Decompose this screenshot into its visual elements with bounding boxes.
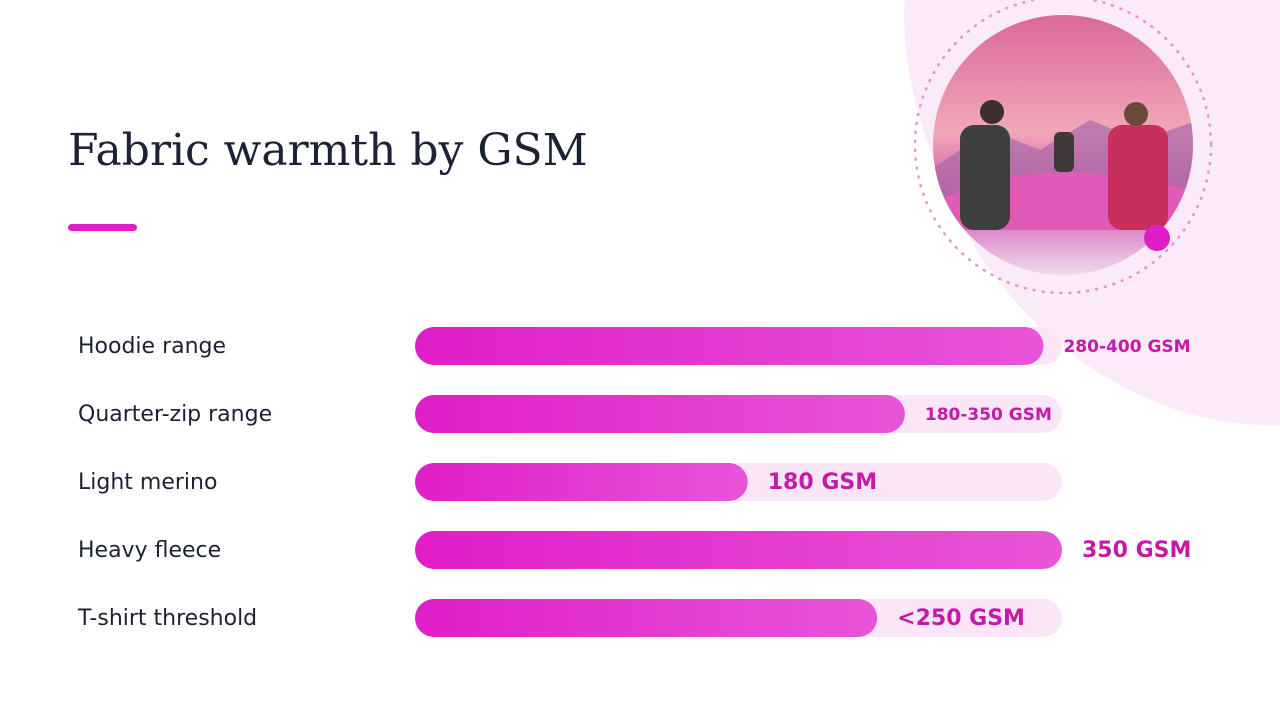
category-label: Hoodie range xyxy=(78,334,226,359)
title-underline xyxy=(68,224,137,231)
value-label: <250 GSM xyxy=(897,606,1025,631)
value-label: 180 GSM xyxy=(768,470,877,495)
bar xyxy=(415,531,1062,569)
dotted-ring xyxy=(913,0,1213,295)
bar xyxy=(415,599,878,637)
category-label: T-shirt threshold xyxy=(77,606,257,631)
bar xyxy=(415,395,905,433)
accent-dot xyxy=(1144,225,1170,251)
category-label: Heavy fleece xyxy=(78,538,221,563)
chart-title: Fabric warmth by GSM xyxy=(68,125,588,176)
bar xyxy=(415,327,1044,365)
value-label: 280-400 GSM xyxy=(1064,337,1191,357)
value-label: 180-350 GSM xyxy=(925,405,1052,425)
category-label: Light merino xyxy=(78,470,217,495)
category-label: Quarter-zip range xyxy=(78,402,272,427)
bar xyxy=(415,463,748,501)
value-label: 350 GSM xyxy=(1082,538,1191,563)
